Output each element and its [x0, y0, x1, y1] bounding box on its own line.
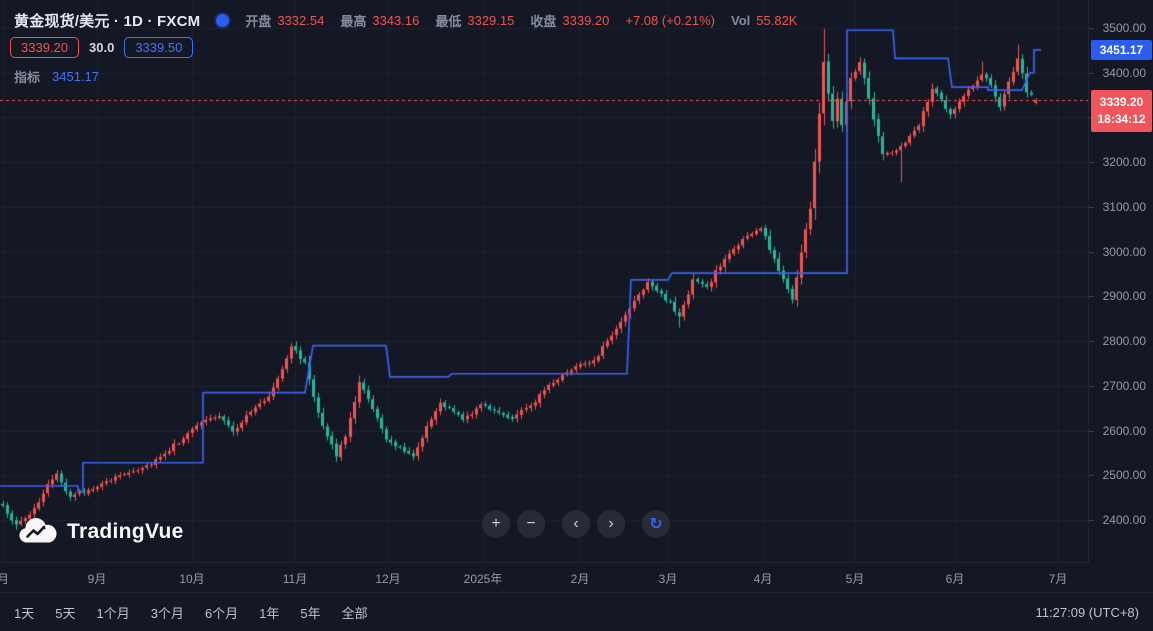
- price-tick: [1089, 296, 1094, 297]
- pan-left-button[interactable]: ‹: [562, 510, 590, 538]
- indicator-chips-row: 3339.20 30.0 3339.50: [10, 37, 194, 58]
- time-axis-label: 9月: [87, 572, 107, 586]
- price-axis-label: 3500.00: [1102, 21, 1146, 35]
- bar-countdown: 18:34:12: [1097, 112, 1146, 126]
- time-axis-label: 7月: [1048, 572, 1068, 586]
- chart-nav-buttons: + − ‹ › ↻: [482, 510, 670, 538]
- price-axis-label: 3000.00: [1102, 245, 1146, 259]
- last-price-badge: 3339.20 18:34:12: [1091, 90, 1152, 132]
- indicator-price-badge: 3451.17: [1091, 40, 1152, 60]
- timeframe-button[interactable]: 6个月: [204, 605, 239, 621]
- field-value: 3329.15: [467, 13, 515, 28]
- price-axis-label: 2900.00: [1102, 289, 1146, 303]
- timeframe-button[interactable]: 1天: [14, 605, 35, 621]
- field-value: 3343.16: [372, 13, 420, 28]
- timeframe-button[interactable]: 1年: [259, 605, 280, 621]
- indicator-label: 指标: [14, 70, 41, 85]
- zoom-in-button[interactable]: +: [482, 510, 510, 538]
- field-label: 收盘: [530, 14, 557, 29]
- target-price-chip: 3339.50: [124, 37, 194, 58]
- timeframe-button[interactable]: 5年: [300, 605, 321, 621]
- price-tick: [1089, 28, 1094, 29]
- price-tick: [1089, 431, 1094, 432]
- bottom-toolbar: 1天 5天 1个月 3个月 6个月 1年 5年 全部 11:27:09 (UTC+8): [0, 592, 1153, 631]
- time-axis-label: 5月: [845, 572, 865, 586]
- ohlc-field: 收盘 3339.20: [530, 11, 609, 30]
- price-axis-label: 2600.00: [1102, 424, 1146, 438]
- watermark: TradingVue: [16, 517, 184, 547]
- field-label: 最低: [435, 14, 462, 29]
- chart-area[interactable]: 黄金现货/美元 · 1D · FXCM 开盘 3332.54 最高 3343.16 最低…: [0, 0, 1088, 563]
- volume-label: Vol: [731, 13, 751, 28]
- time-axis-label: 6月: [945, 572, 965, 586]
- symbol-title: 黄金现货/美元 · 1D · FXCM: [14, 13, 201, 30]
- tradingvue-logo-icon: [16, 517, 58, 547]
- price-axis-label: 3400.00: [1102, 66, 1146, 80]
- field-label: 最高: [340, 14, 367, 29]
- stop-price-chip: 3339.20: [10, 37, 79, 58]
- time-axis-label: 2025年: [463, 572, 503, 586]
- watermark-text: TradingVue: [67, 520, 184, 543]
- indicator-value: 3451.17: [52, 69, 100, 84]
- price-axis-label: 2400.00: [1102, 513, 1146, 527]
- zoom-out-button[interactable]: −: [517, 510, 545, 538]
- field-value: 3332.54: [277, 13, 325, 28]
- market-status-icon: [216, 14, 230, 27]
- price-axis-label: 2700.00: [1102, 379, 1146, 393]
- clock: 11:27:09 (UTC+8): [1035, 604, 1139, 620]
- timeframe-button[interactable]: 全部: [341, 605, 368, 621]
- volume-field: Vol 55.82K: [731, 13, 797, 28]
- time-axis-label: 2月: [570, 572, 590, 586]
- volume-value: 55.82K: [756, 13, 798, 28]
- timeframe-button[interactable]: 3个月: [150, 605, 184, 621]
- time-axis-label: 月: [0, 572, 10, 586]
- timeframe-button[interactable]: 1个月: [96, 605, 130, 621]
- ohlc-fields: 开盘 3332.54 最高 3343.16 最低 3329.15 收盘 3339.20: [245, 11, 609, 30]
- time-axis-label: 12月: [375, 572, 401, 586]
- ohlc-field: 最低 3329.15: [435, 11, 514, 30]
- ohlc-field: 最高 3343.16: [340, 11, 419, 30]
- pan-right-button[interactable]: ›: [597, 510, 625, 538]
- price-axis-label: 2800.00: [1102, 334, 1146, 348]
- price-tick: [1089, 520, 1094, 521]
- field-label: 开盘: [245, 14, 272, 29]
- price-tick: [1089, 475, 1094, 476]
- price-tick: [1089, 386, 1094, 387]
- price-axis-label: 3100.00: [1102, 200, 1146, 214]
- indicator-value-row: 指标 3451.17: [14, 67, 99, 86]
- price-axis-label: 2500.00: [1102, 468, 1146, 482]
- last-price-value: 3339.20: [1099, 95, 1144, 109]
- price-tick: [1089, 207, 1094, 208]
- timeframe-buttons: 1天 5天 1个月 3个月 6个月 1年 5年 全部: [14, 603, 389, 622]
- price-axis-label: 3200.00: [1102, 155, 1146, 169]
- price-tick: [1089, 162, 1094, 163]
- price-tick: [1089, 252, 1094, 253]
- price-axis[interactable]: 3500.003400.003300.003200.003100.003000.…: [1088, 0, 1153, 563]
- time-axis-label: 4月: [753, 572, 773, 586]
- indicator-param: 30.0: [89, 40, 115, 55]
- candlestick-chart-canvas[interactable]: [0, 0, 1088, 562]
- time-axis-label: 3月: [658, 572, 678, 586]
- price-tick: [1089, 73, 1094, 74]
- field-value: 3339.20: [562, 13, 610, 28]
- time-axis[interactable]: 月 9月 10月 11月 12月 2025年 2月 3月 4月 5月 6月 7月: [0, 564, 1088, 592]
- time-axis-label: 11月: [282, 572, 308, 586]
- chart-header: 黄金现货/美元 · 1D · FXCM 开盘 3332.54 最高 3343.16 最低…: [14, 10, 797, 31]
- reset-chart-button[interactable]: ↻: [642, 510, 670, 538]
- price-tick: [1089, 341, 1094, 342]
- ohlc-field: 开盘 3332.54: [245, 11, 324, 30]
- timeframe-button[interactable]: 5天: [55, 605, 76, 621]
- price-change: +7.08 (+0.21%): [625, 13, 715, 28]
- time-axis-label: 10月: [179, 572, 205, 586]
